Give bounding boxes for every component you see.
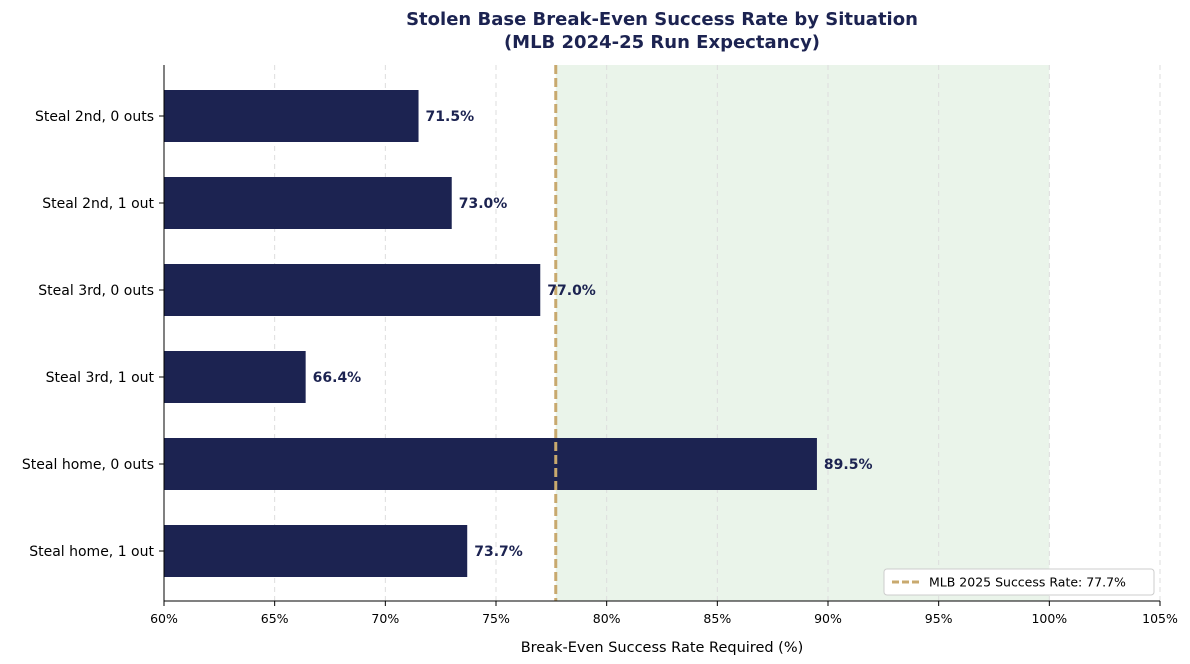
bar [164,90,419,142]
bar [164,438,817,490]
shaded-region [555,65,1050,601]
category-label: Steal home, 0 outs [22,457,154,473]
x-tick-label: 60% [150,611,178,626]
x-tick-label: 80% [593,611,621,626]
category-label: Steal 2nd, 1 out [42,196,154,212]
legend-box [883,568,1155,596]
bar [164,525,468,577]
data-label: 71.5% [426,109,475,125]
category-label: Steal 3rd, 1 out [46,370,155,386]
x-tick-label: 95% [925,611,953,626]
bar [164,351,306,403]
x-tick-label: 65% [261,611,289,626]
label-layer: 60% 65% 70% 75% 80% 85% 90% 95% 100% 105% Steal 2n… [22,109,1178,626]
x-tick-label: 105% [1142,611,1178,626]
chart-subtitle: (MLB 2024-25 Run Expectancy) [504,32,820,53]
x-tick-label: 70% [371,611,399,626]
category-label: Steal 2nd, 0 outs [35,109,154,125]
legend: MLB 2025 Success Rate: 77.7% [883,568,1155,596]
data-label: 73.7% [474,544,523,560]
axis-layer [159,65,1161,606]
data-label: 89.5% [824,457,873,473]
chart-title: Stolen Base Break-Even Success Rate by S… [406,9,918,30]
category-label: Steal home, 1 out [29,544,154,560]
data-label: 66.4% [313,370,362,386]
x-tick-label: 100% [1031,611,1067,626]
legend-label: MLB 2025 Success Rate: 77.7% [929,575,1126,590]
x-tick-label: 75% [482,611,510,626]
bar [164,177,452,229]
x-tick-label: 85% [703,611,731,626]
bar-layer [164,90,817,577]
x-axis-label: Break-Even Success Rate Required (%) [521,640,804,656]
category-label: Steal 3rd, 0 outs [38,283,154,299]
data-label: 73.0% [459,196,508,212]
bar [164,264,541,316]
x-tick-label: 90% [814,611,842,626]
shaded-region-layer [555,65,1050,601]
data-label: 77.0% [547,283,596,299]
